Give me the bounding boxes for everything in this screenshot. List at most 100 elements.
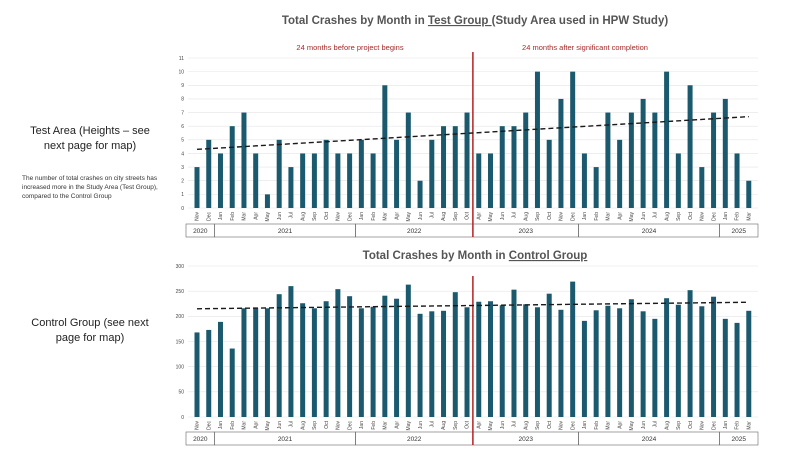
- month-label: Oct: [324, 420, 330, 428]
- month-label: Jan: [359, 421, 365, 429]
- bar: [699, 306, 705, 417]
- bar: [476, 301, 482, 417]
- bar: [734, 322, 740, 417]
- month-label: May: [406, 212, 412, 222]
- bar: [664, 71, 670, 209]
- year-box: [719, 223, 759, 238]
- month-label: Jun: [641, 421, 647, 429]
- month-label: Sep: [312, 212, 318, 221]
- bar: [429, 311, 435, 417]
- bar: [347, 153, 353, 208]
- y-tick-label: 200: [176, 314, 185, 320]
- chart-title-part: Total Crashes by Month in: [363, 250, 509, 262]
- month-label: Oct: [547, 420, 553, 428]
- y-tick-label: 11: [179, 56, 184, 62]
- year-label: 2021: [278, 228, 293, 235]
- year-label: 2024: [642, 436, 657, 443]
- bar: [488, 153, 493, 208]
- year-label: 2020: [193, 436, 208, 443]
- month-label: Mar: [606, 212, 612, 221]
- bar: [570, 281, 576, 417]
- y-tick-label: 150: [176, 339, 185, 345]
- year-label: 2020: [193, 228, 208, 235]
- bar: [405, 112, 411, 208]
- bar: [194, 167, 200, 208]
- y-tick-label: 5: [181, 138, 184, 144]
- y-tick-label: 7: [181, 110, 184, 116]
- month-label: Sep: [535, 421, 541, 430]
- month-label: Jul: [512, 421, 518, 427]
- bar: [664, 298, 670, 417]
- bar: [288, 286, 294, 417]
- year-label: 2024: [642, 228, 657, 235]
- bar: [558, 98, 564, 208]
- bar: [394, 139, 400, 208]
- month-label: Aug: [664, 421, 670, 430]
- y-tick-label: 4: [181, 151, 184, 157]
- month-label: Nov: [195, 212, 201, 221]
- bar: [300, 153, 306, 208]
- year-box: [719, 431, 759, 446]
- bar: [699, 167, 705, 208]
- bar: [499, 305, 505, 417]
- month-label: Jul: [653, 421, 659, 427]
- bar: [323, 139, 329, 208]
- chart-title-part: Total Crashes by Month in: [282, 15, 428, 27]
- month-label: Feb: [594, 212, 600, 221]
- bar: [370, 306, 376, 417]
- month-label: Jun: [277, 212, 283, 220]
- bar: [253, 153, 259, 208]
- month-label: Feb: [230, 212, 236, 221]
- month-label: Apr: [476, 212, 482, 220]
- month-label: Apr: [394, 212, 400, 220]
- month-label: Apr: [476, 421, 482, 429]
- month-label: Jul: [430, 421, 436, 427]
- test-area-label: Test Area (Heights – see next page for m…: [30, 125, 150, 152]
- bar: [722, 318, 728, 417]
- chart-title: Total Crashes by Month in Control Group: [363, 250, 588, 262]
- bar: [241, 112, 247, 208]
- bar: [499, 126, 505, 208]
- bar: [722, 98, 728, 208]
- bar: [652, 318, 658, 417]
- month-label: Jun: [641, 212, 647, 220]
- year-label: 2022: [407, 436, 422, 443]
- month-label: May: [265, 421, 271, 431]
- chart-title-part: Control Group: [509, 250, 588, 262]
- month-label: Apr: [617, 421, 623, 429]
- bar: [605, 112, 611, 208]
- month-label: Aug: [664, 212, 670, 221]
- month-label: Jan: [218, 212, 224, 220]
- y-tick-label: 8: [181, 97, 184, 103]
- month-label: Apr: [253, 212, 259, 220]
- bar: [417, 313, 423, 417]
- bar: [311, 308, 317, 417]
- bar: [311, 153, 317, 208]
- bar: [441, 310, 447, 417]
- bar: [370, 153, 376, 208]
- month-label: Nov: [336, 212, 342, 221]
- bar: [581, 153, 587, 208]
- bar: [652, 112, 658, 208]
- bar: [558, 309, 564, 417]
- month-label: May: [488, 212, 494, 222]
- month-label: Oct: [465, 211, 471, 219]
- bar: [546, 293, 552, 417]
- annotation-before: 24 months before project begins: [296, 43, 403, 52]
- month-label: Jan: [218, 421, 224, 429]
- month-label: Aug: [300, 212, 306, 221]
- month-label: Apr: [394, 421, 400, 429]
- bar: [452, 292, 458, 417]
- bar: [417, 180, 423, 208]
- bar: [394, 298, 400, 417]
- bar: [288, 167, 294, 208]
- month-label: Aug: [441, 212, 447, 221]
- summary-note: The number of total crashes on city stre…: [22, 175, 158, 200]
- month-label: Sep: [676, 212, 682, 221]
- bar: [194, 332, 200, 417]
- bar: [382, 85, 388, 208]
- bar: [675, 304, 681, 417]
- month-label: Jun: [277, 421, 283, 429]
- month-label: Mar: [383, 212, 389, 221]
